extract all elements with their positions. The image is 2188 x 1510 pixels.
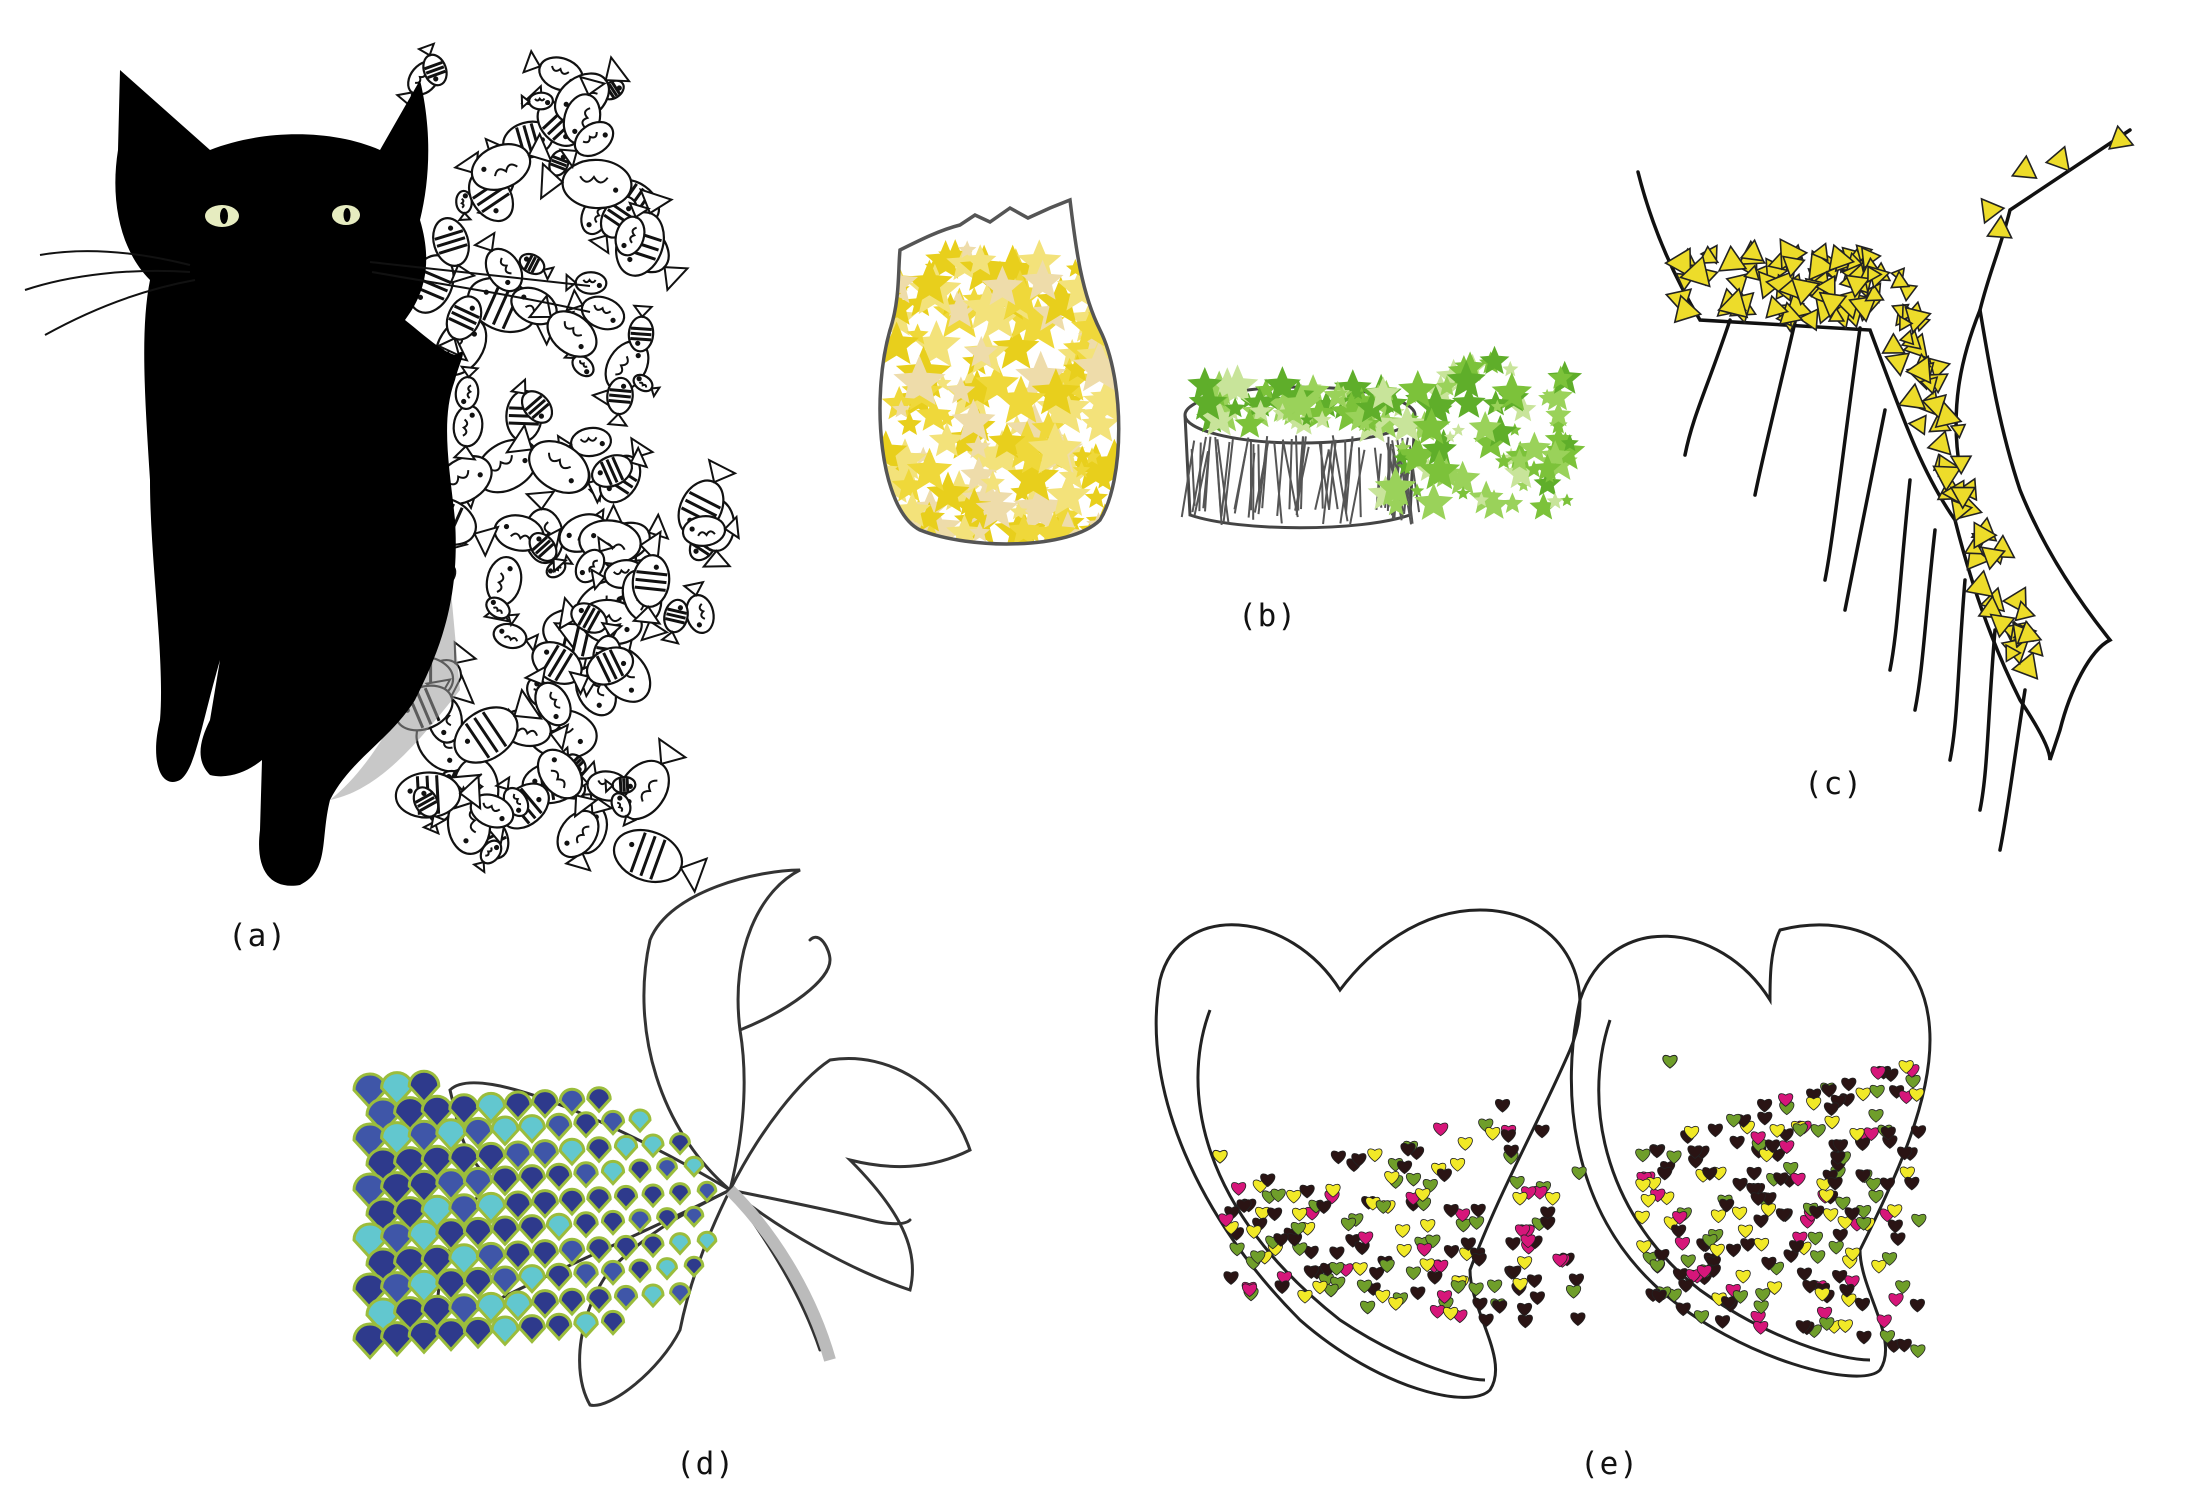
caption-e: (e): [1580, 1446, 1639, 1482]
caption-c: (c): [1804, 766, 1863, 802]
panel-e-hearts: [1140, 890, 2100, 1430]
hearts-icon: [1140, 890, 2100, 1430]
triangle-fold-icon: [1630, 110, 2160, 870]
star-jar-icon: [860, 180, 1580, 560]
caption-d: (d): [676, 1446, 735, 1482]
scale-pattern: [354, 1071, 716, 1357]
yellow-stars: [864, 231, 1140, 563]
fold-lines: [1638, 130, 2130, 850]
black-cat-silhouette: [115, 70, 463, 886]
black-cat-with-fish-icon: [0, 0, 740, 900]
small-hearts: [1213, 1055, 1926, 1357]
panel-b-star-jar: [860, 180, 1580, 560]
caption-b: (b): [1238, 598, 1297, 634]
flower-scales-icon: [330, 830, 950, 1410]
panel-c-triangle-sketch: [1630, 110, 2160, 870]
caption-a: (a): [228, 918, 287, 954]
panel-d-flower: [330, 830, 950, 1410]
panel-a-cat-illustration: [0, 0, 740, 900]
